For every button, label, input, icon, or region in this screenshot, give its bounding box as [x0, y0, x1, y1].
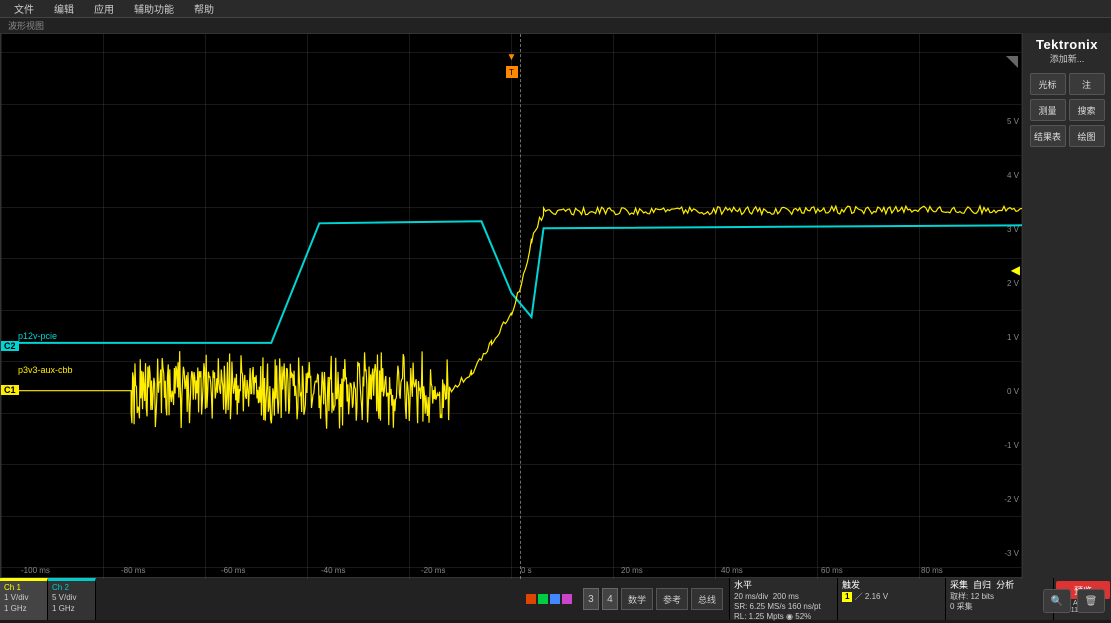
waveform-canvas: [1, 34, 1022, 577]
add-channel-bar: 3 4 数学 参考 总线: [96, 578, 729, 620]
ch1-name: Ch 1: [4, 583, 43, 593]
menu-app[interactable]: 应用: [84, 1, 124, 16]
ch1-badge[interactable]: Ch 1 1 V/div 1 GHz: [0, 578, 48, 620]
menu-help[interactable]: 帮助: [184, 1, 224, 16]
ch2-ground-marker[interactable]: C2: [1, 341, 19, 351]
menu-aux[interactable]: 辅助功能: [124, 1, 184, 16]
ch2-badge[interactable]: Ch 2 5 V/div 1 GHz: [48, 578, 96, 620]
add-new-label[interactable]: 添加新...: [1050, 52, 1085, 65]
horizontal-title: 水平: [734, 580, 833, 592]
trash-icon[interactable]: 🗑: [1077, 589, 1105, 613]
trigger-level: 2.16 V: [865, 592, 888, 601]
brand-logo: Tektronix: [1036, 37, 1098, 52]
trigger-title: 触发: [842, 580, 941, 592]
trigger-source-chip: 1: [842, 592, 852, 602]
cursor-button[interactable]: 光标: [1030, 73, 1066, 95]
bottom-bar: Ch 1 1 V/div 1 GHz Ch 2 5 V/div 1 GHz 3 …: [0, 578, 1111, 620]
menu-edit[interactable]: 编辑: [44, 1, 84, 16]
ch1-bw: 1 GHz: [4, 604, 43, 614]
inactive-channel-strips: [526, 594, 572, 604]
measure-button[interactable]: 测量: [1030, 99, 1066, 121]
ch1-scale: 1 V/div: [4, 593, 43, 603]
ch1-trace-label: p3v3-aux-cbb: [15, 364, 76, 376]
trigger-edge-icon: ／: [855, 592, 863, 601]
ch2-scale: 5 V/div: [52, 593, 91, 603]
add-ref-button[interactable]: 参考: [656, 588, 688, 610]
acquire-info[interactable]: 采集 自归 分析 取样: 12 bits 0 采集: [945, 578, 1053, 620]
add-math-button[interactable]: 数学: [621, 588, 653, 610]
ch2-trace-label: p12v-pcie: [15, 330, 60, 342]
view-subtitle: 波形视图: [0, 18, 1111, 33]
add-ch3-button[interactable]: 3: [583, 588, 599, 610]
ch2-bw: 1 GHz: [52, 604, 91, 614]
search-button[interactable]: 搜索: [1069, 99, 1105, 121]
results-button[interactable]: 结果表: [1030, 125, 1066, 147]
waveform-display[interactable]: ▼ T ◀ p12v-pcie C2 p3v3-aux-cbb C1 5 V4 …: [0, 33, 1023, 578]
ch2-name: Ch 2: [52, 583, 91, 593]
trigger-info[interactable]: 触发 1 ／ 2.16 V: [837, 578, 945, 620]
menu-bar: 文件 编辑 应用 辅助功能 帮助: [0, 0, 1111, 18]
plot-button[interactable]: 绘图: [1069, 125, 1105, 147]
add-ch4-button[interactable]: 4: [602, 588, 618, 610]
menu-file[interactable]: 文件: [4, 1, 44, 16]
ch1-ground-marker[interactable]: C1: [1, 385, 19, 395]
horizontal-info[interactable]: 水平 20 ms/div 200 ms SR: 6.25 MS/s 160 ns…: [729, 578, 837, 620]
add-bus-button[interactable]: 总线: [691, 588, 723, 610]
zoom-icon[interactable]: 🔍: [1043, 589, 1071, 613]
note-button[interactable]: 注: [1069, 73, 1105, 95]
right-panel: Tektronix 添加新... 光标 注 测量 搜索 结果表 绘图 🔍 🗑: [1023, 33, 1111, 578]
